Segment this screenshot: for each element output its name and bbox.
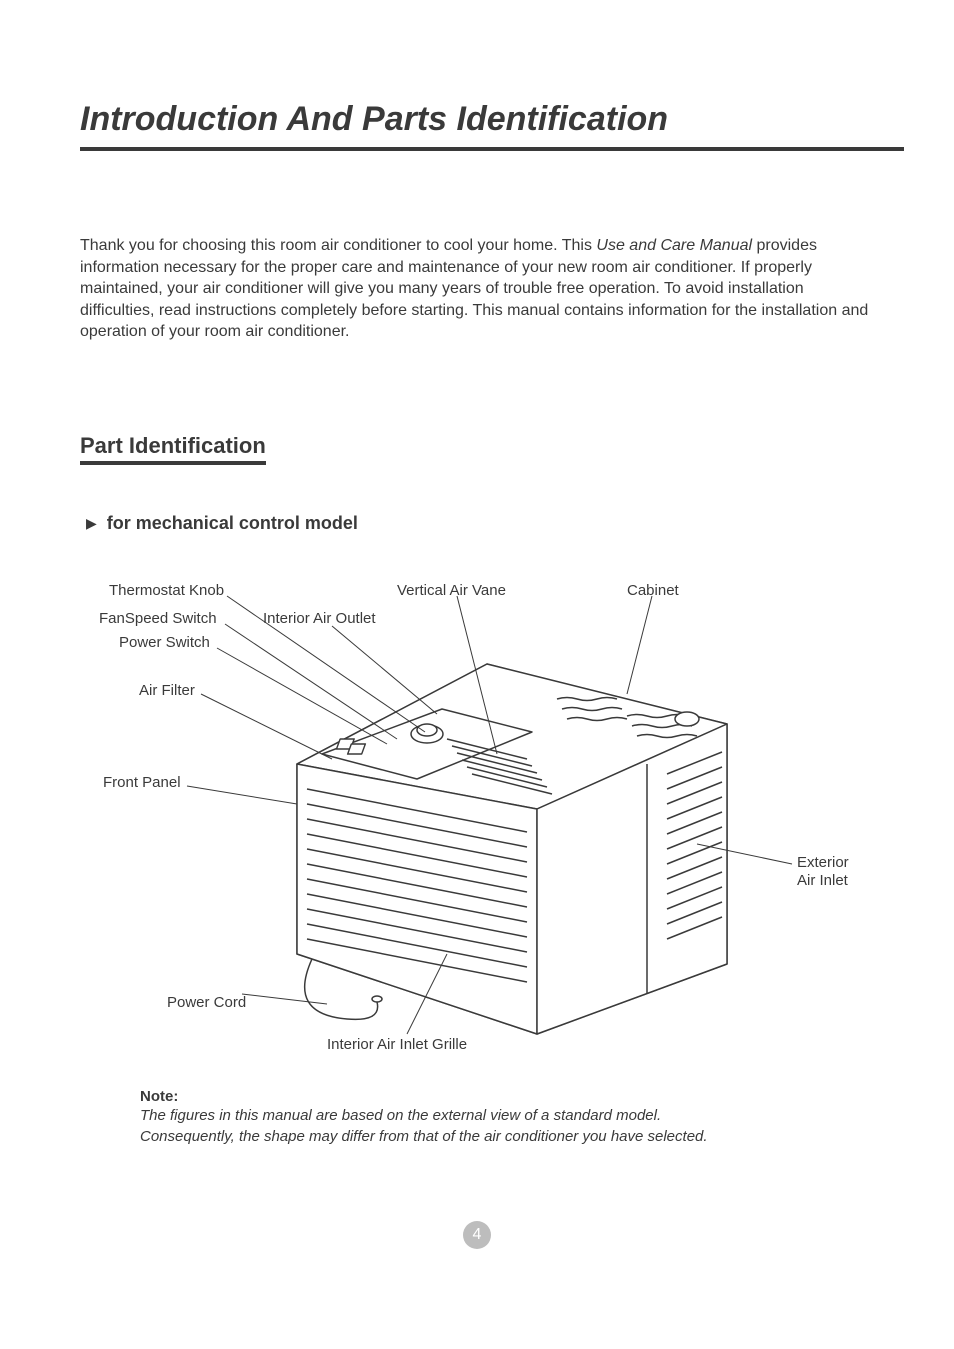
subsection-heading: for mechanical control model — [107, 513, 358, 534]
ac-unit-illustration — [227, 624, 767, 1054]
label-exterior-air-inlet-l2: Air Inlet — [797, 872, 848, 889]
label-interior-air-outlet: Interior Air Outlet — [263, 610, 376, 627]
label-thermostat-knob: Thermostat Knob — [109, 582, 224, 599]
label-air-filter: Air Filter — [139, 682, 195, 699]
intro-paragraph: Thank you for choosing this room air con… — [80, 235, 874, 343]
manual-page: Introduction And Parts Identification Th… — [0, 0, 954, 1349]
page-number: 4 — [473, 1226, 482, 1244]
section-heading: Part Identification — [80, 433, 266, 465]
page-title: Introduction And Parts Identification — [80, 100, 668, 145]
note-line-1: The figures in this manual are based on … — [140, 1105, 874, 1126]
label-vertical-air-vane: Vertical Air Vane — [397, 582, 506, 599]
subsection-row: ▶ for mechanical control model — [86, 513, 874, 534]
label-fanspeed-switch: FanSpeed Switch — [99, 610, 217, 627]
section-heading-wrap: Part Identification — [80, 433, 874, 513]
intro-text-italic: Use and Care Manual — [596, 237, 752, 254]
page-number-badge: 4 — [463, 1221, 491, 1249]
label-power-switch: Power Switch — [119, 634, 210, 651]
parts-diagram: Thermostat Knob FanSpeed Switch Power Sw… — [97, 564, 857, 1064]
label-cabinet: Cabinet — [627, 582, 679, 599]
label-front-panel: Front Panel — [103, 774, 181, 791]
label-interior-air-inlet-grille: Interior Air Inlet Grille — [327, 1036, 467, 1053]
note-block: Note: The figures in this manual are bas… — [140, 1088, 874, 1147]
note-line-2: Consequently, the shape may differ from … — [140, 1126, 874, 1147]
label-power-cord: Power Cord — [167, 994, 246, 1011]
triangle-right-icon: ▶ — [86, 515, 97, 532]
title-underline — [80, 147, 904, 151]
intro-text-pre: Thank you for choosing this room air con… — [80, 237, 596, 254]
note-title: Note: — [140, 1088, 874, 1105]
title-block: Introduction And Parts Identification — [80, 100, 874, 145]
label-exterior-air-inlet-l1: Exterior — [797, 854, 849, 871]
